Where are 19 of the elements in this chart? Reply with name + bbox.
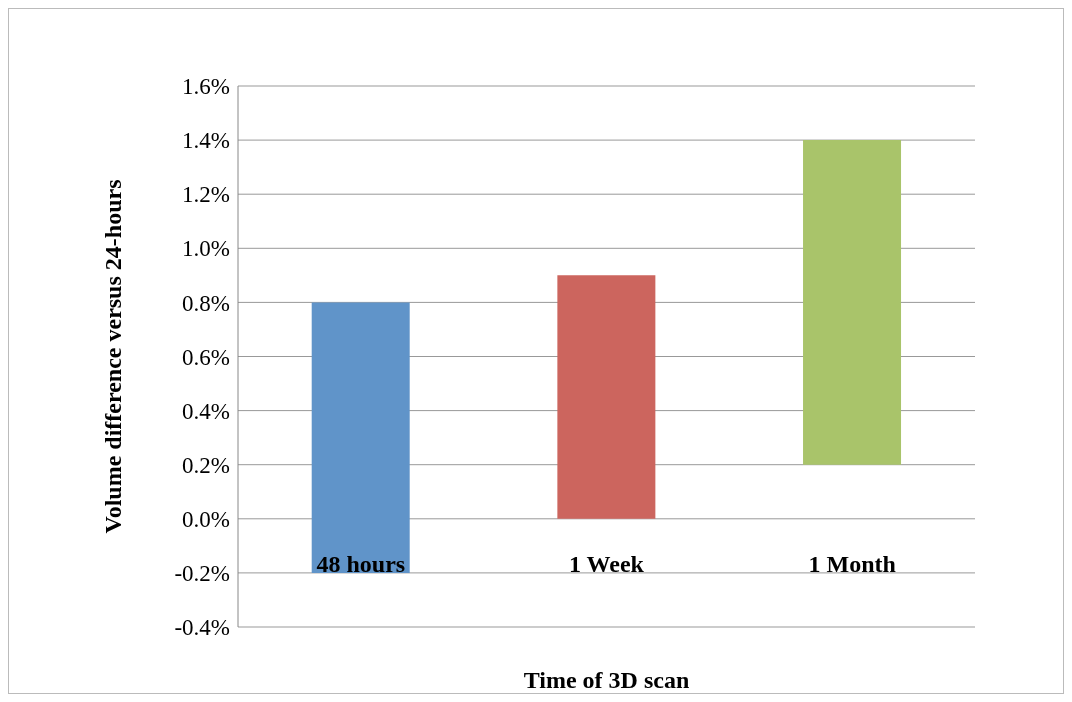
x-tick-label: 1 Month: [808, 550, 896, 577]
y-axis-title: Volume difference versus 24-hours: [99, 179, 126, 534]
bar: [311, 302, 410, 573]
y-tick-label: 1.6%: [182, 74, 230, 100]
y-tick-label: 0.0%: [182, 506, 230, 532]
y-tick-label: 1.0%: [182, 236, 230, 262]
y-tick-label: 1.4%: [182, 128, 230, 154]
y-tick-label: 0.2%: [182, 452, 230, 478]
y-tick-label: 0.8%: [182, 290, 230, 316]
bar: [803, 140, 902, 465]
y-tick-label: 1.2%: [182, 182, 230, 208]
y-tick-label: -0.4%: [174, 615, 230, 641]
y-tick-label: -0.2%: [174, 561, 230, 587]
bar: [557, 275, 656, 519]
x-axis-title: Time of 3D scan: [523, 667, 690, 694]
x-tick-label: 1 Week: [569, 550, 645, 577]
x-tick-label: 48 hours: [316, 550, 406, 577]
y-tick-label: 0.6%: [182, 344, 230, 370]
y-tick-label: 0.4%: [182, 398, 230, 424]
